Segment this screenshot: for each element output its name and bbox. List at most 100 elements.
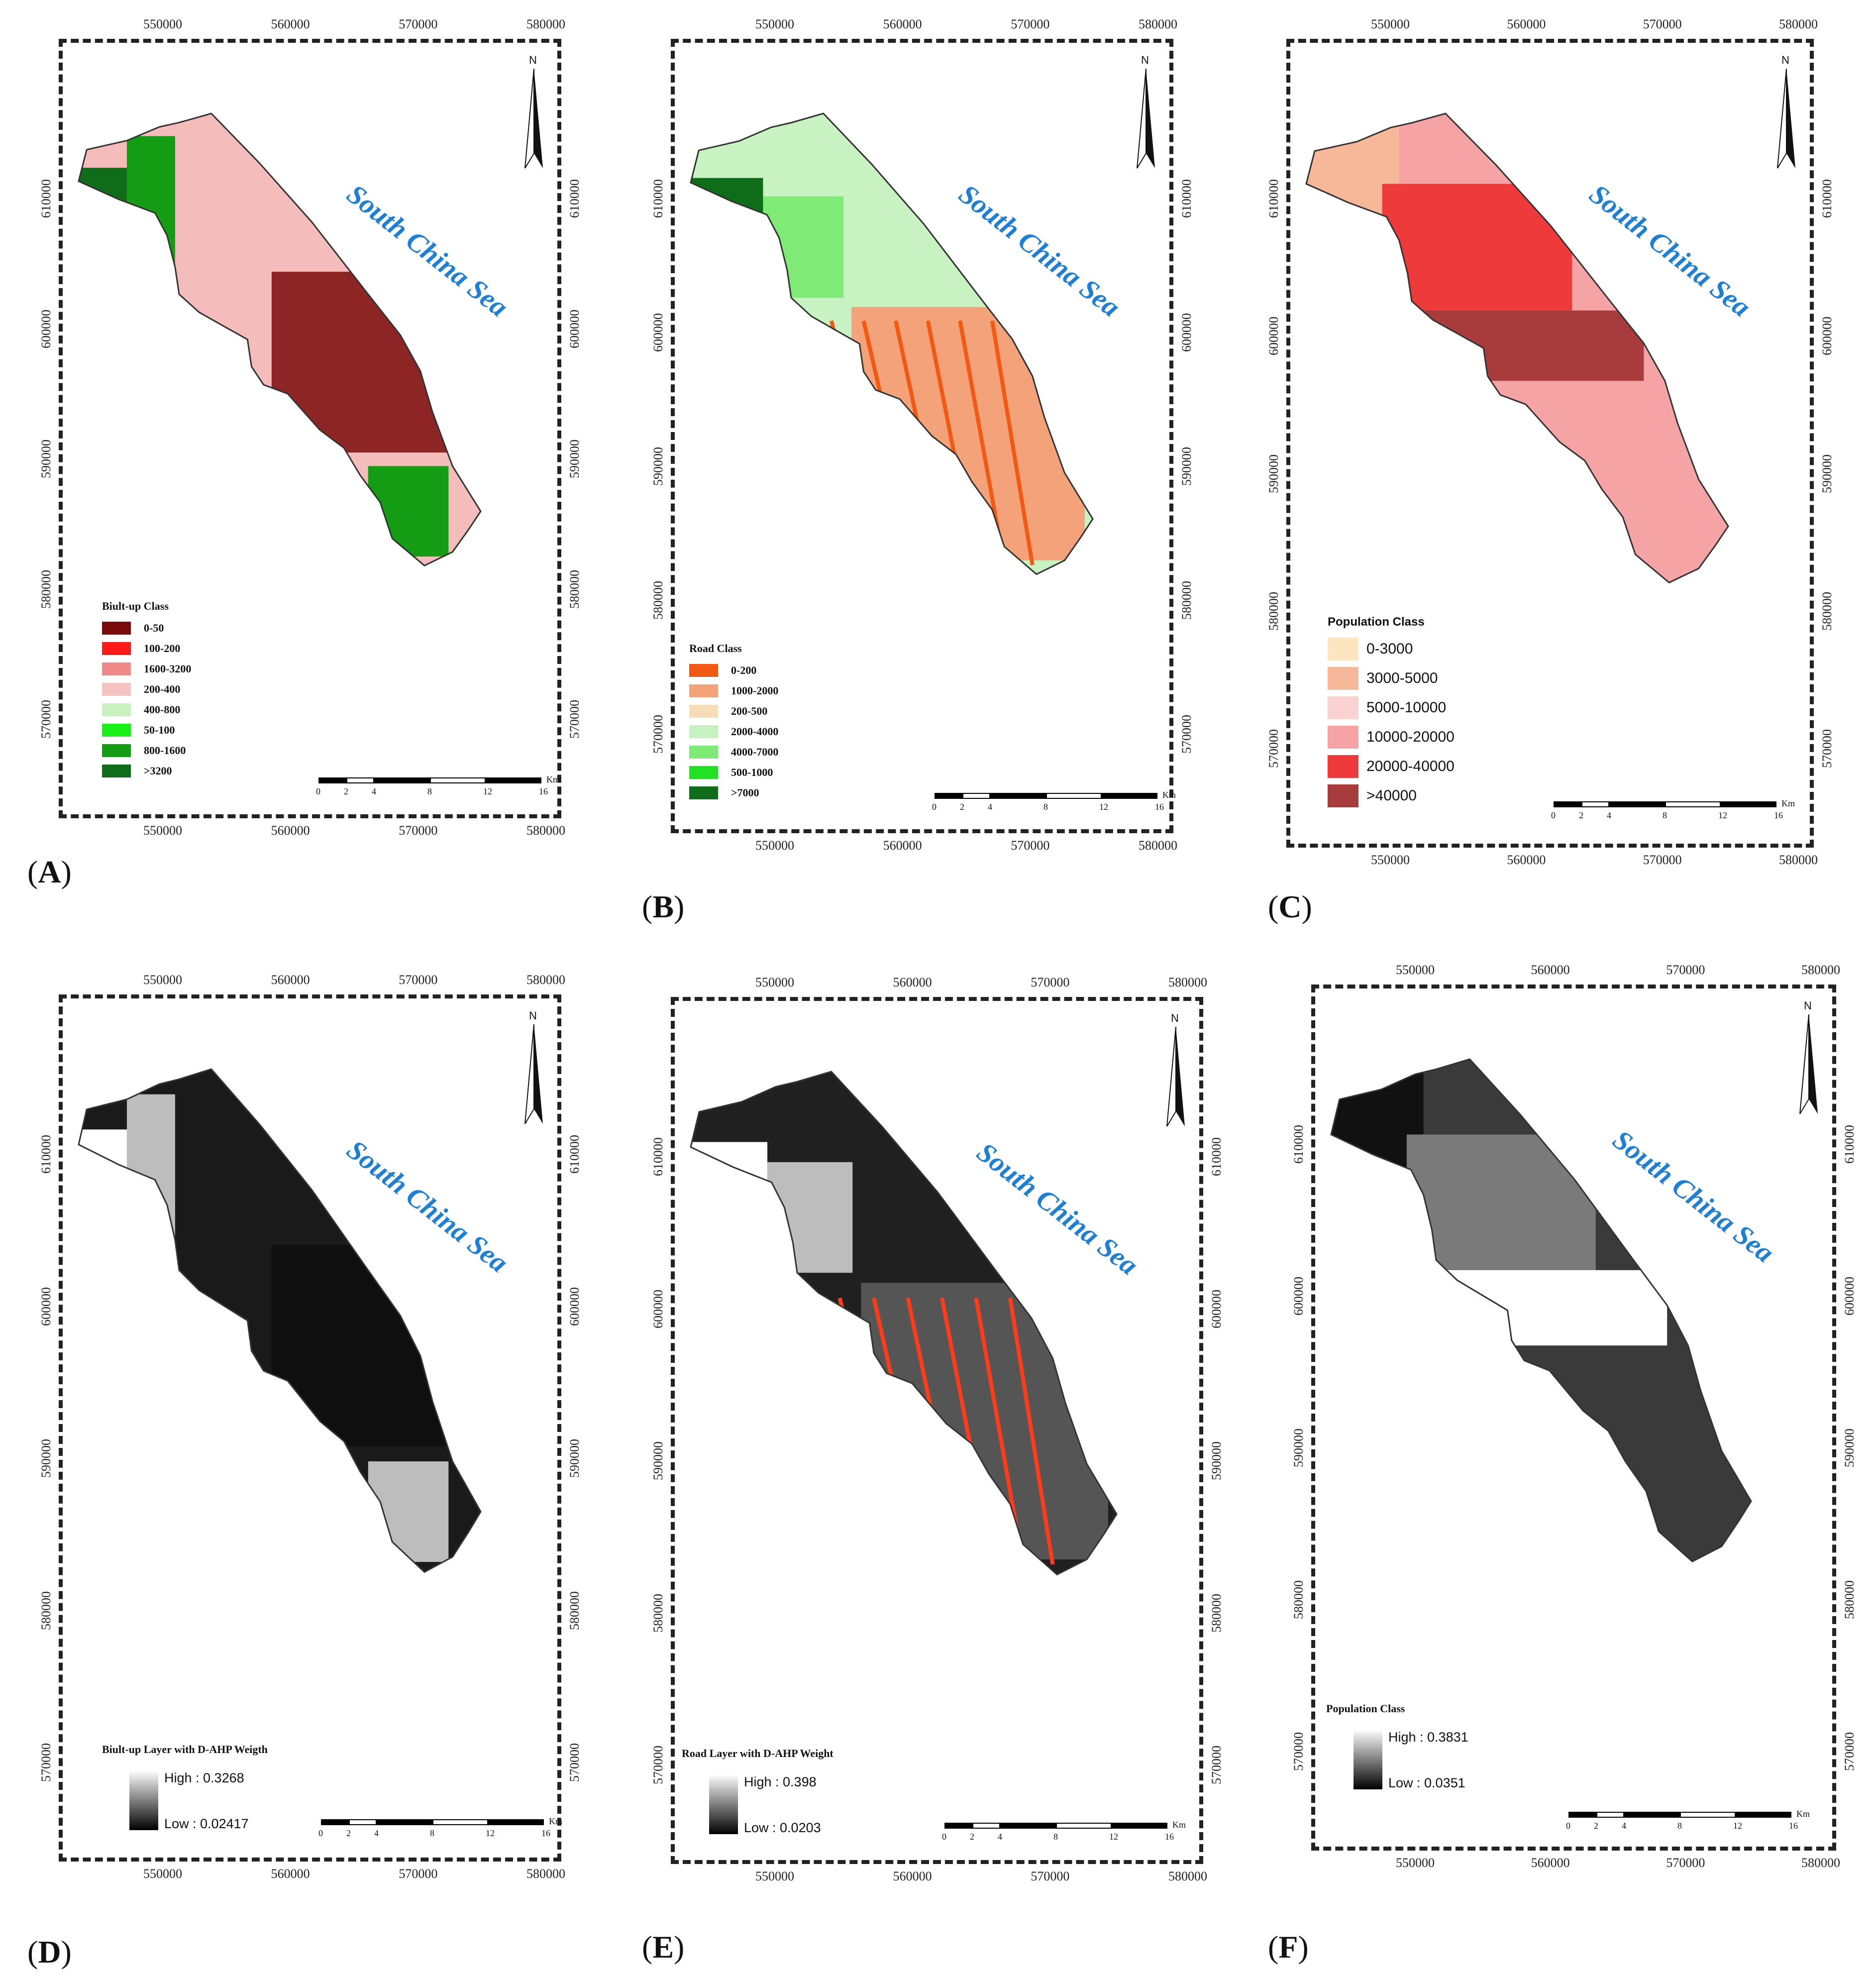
legend-item: 100-200	[102, 638, 191, 659]
panel-label: (C)	[1268, 888, 1312, 925]
legend-swatch	[689, 663, 718, 677]
legend-title: Road Layer with D-AHP Weight	[682, 1747, 834, 1759]
legend-item: 3000-5000	[1328, 663, 1455, 693]
x-tick-label: 580000	[1779, 17, 1818, 31]
scale-bar: 0 2 4 8 12 16 Km	[1551, 798, 1802, 826]
panel-label: (D)	[27, 1934, 72, 1971]
scale-tick-label: 0	[318, 1828, 323, 1838]
legend: Road Class 0-200 1000-2000 200-500 2000-4000…	[689, 642, 778, 803]
scale-segment	[1554, 801, 1581, 807]
scale-segment	[990, 793, 1046, 799]
legend-swatch	[1328, 637, 1358, 660]
panel-label: (A)	[27, 854, 72, 890]
scale-tick-label: 12	[1733, 1821, 1742, 1831]
legend-item: 0-50	[102, 618, 191, 638]
road-line	[990, 320, 1035, 565]
scale-segment	[377, 1819, 432, 1825]
legend-item-label: 0-200	[731, 663, 757, 676]
scale-bar: 0 2 4 8 12 16 Km	[1566, 1809, 1817, 1837]
panel-label-paren: (	[27, 854, 38, 889]
scale-segment	[935, 793, 962, 799]
legend-item: >7000	[689, 782, 778, 803]
legend: Biult-up Layer with D-AHP Weigth High : 0…	[102, 1743, 268, 1831]
legend-item: 2000-4000	[689, 721, 778, 742]
panel-label: (B)	[642, 888, 684, 925]
x-tick-label: 580000	[1801, 963, 1840, 977]
x-tick-label: 550000	[1396, 1856, 1435, 1870]
panel-label-paren: (	[642, 889, 653, 924]
legend-item-label: 500-1000	[731, 766, 773, 778]
legend-item: 200-500	[689, 701, 778, 721]
scale-segment	[486, 777, 541, 783]
scale-segment	[1102, 793, 1157, 799]
x-tick-label: 570000	[399, 1866, 438, 1881]
scale-segment	[1736, 1812, 1791, 1818]
north-arrow-half	[1176, 1027, 1185, 1126]
panel-label-letter: C	[1278, 889, 1302, 924]
legend: Population Class 0-3000 3000-5000 5000-1000…	[1328, 615, 1455, 810]
scale-segment	[1596, 1812, 1624, 1818]
x-tick-label: 560000	[271, 973, 310, 987]
north-arrow-half	[1137, 69, 1146, 169]
legend-title: Biult-up Class	[102, 600, 169, 612]
road-line	[1008, 1298, 1055, 1565]
x-tick-label: 570000	[1011, 17, 1050, 31]
legend-swatch	[102, 662, 131, 675]
scale-tick-label: 12	[1109, 1832, 1118, 1842]
legend-item: 200-400	[102, 679, 191, 699]
scale-tick-label: 16	[1165, 1832, 1174, 1842]
panel-label-paren: )	[674, 1929, 685, 1965]
map-outline	[1330, 1058, 1752, 1563]
legend-swatch	[1328, 784, 1358, 807]
gradient-high-label: High : 0.398	[744, 1774, 817, 1789]
scale-unit-label: Km	[1781, 798, 1795, 808]
legend-swatch	[689, 684, 718, 697]
legend-swatch	[1328, 696, 1358, 719]
panel-label: (E)	[642, 1929, 684, 1966]
panel-label-paren: (	[27, 1934, 38, 1970]
panel-label-paren: (	[1268, 889, 1279, 924]
map-zone	[1415, 1270, 1668, 1346]
legend-item: 0-200	[689, 660, 778, 680]
x-tick-label: 570000	[1643, 853, 1682, 867]
legend-item-label: >3200	[144, 764, 172, 777]
north-arrow-half	[524, 69, 534, 169]
scale-tick-label: 0	[932, 802, 937, 812]
north-arrow-icon	[1137, 69, 1155, 169]
scale-unit-label: Km	[1162, 790, 1176, 800]
x-tick-label: 550000	[1396, 963, 1435, 977]
scale-segment	[488, 1819, 544, 1825]
north-arrow-half	[524, 1024, 534, 1124]
scale-unit-label: Km	[1796, 1809, 1810, 1819]
north-label: N	[1171, 1012, 1179, 1024]
scale-tick-label: 16	[539, 786, 548, 796]
x-tick-label: 560000	[271, 1866, 310, 1881]
north-arrow-half	[534, 1024, 543, 1124]
scale-segment	[972, 1823, 1000, 1829]
scale-segment	[1581, 801, 1609, 807]
panel-label-letter: B	[652, 889, 674, 924]
x-tick-label: 560000	[271, 823, 310, 838]
x-tick-label: 550000	[755, 1869, 794, 1883]
x-tick-label: 570000	[1031, 1869, 1070, 1883]
legend-title: Biult-up Layer with D-AHP Weigth	[102, 1743, 268, 1756]
scale-tick-label: 2	[1579, 810, 1583, 820]
panel-label-letter: F	[1278, 1929, 1298, 1965]
x-tick-label: 580000	[1139, 17, 1177, 31]
scale-tick-label: 8	[430, 1828, 434, 1838]
legend-title: Road Class	[689, 642, 742, 655]
x-tick-label: 550000	[143, 1866, 182, 1881]
legend-swatch	[102, 621, 131, 635]
scale-tick-label: 0	[942, 1832, 946, 1842]
x-tick-label: 570000	[1031, 975, 1070, 989]
x-tick-label: 580000	[526, 823, 565, 838]
legend-item-label: 5000-10000	[1366, 699, 1447, 716]
scale-tick-label: 8	[1677, 1821, 1682, 1831]
legend-swatch	[102, 642, 131, 655]
legend-swatch	[102, 764, 131, 777]
panel-label-paren: )	[1301, 889, 1312, 924]
gradient-low-label: Low : 0.0351	[1388, 1775, 1465, 1790]
legend-swatch	[689, 766, 718, 779]
legend-item-label: 0-3000	[1366, 640, 1413, 657]
